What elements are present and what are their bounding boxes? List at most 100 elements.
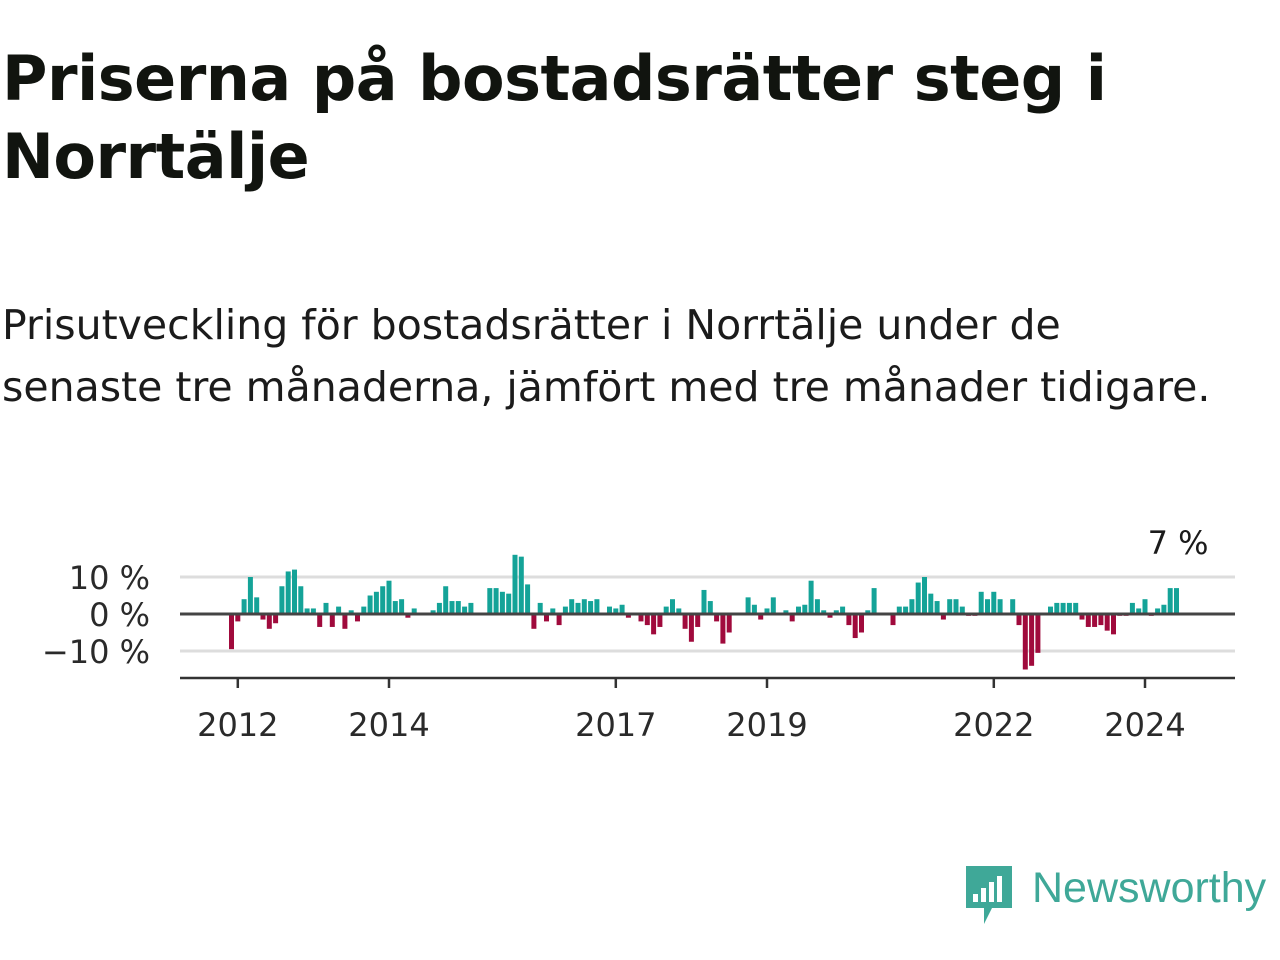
y-tick-label: −10 %	[42, 633, 150, 671]
bar	[928, 593, 934, 614]
bar	[657, 614, 663, 627]
bar	[260, 614, 266, 620]
bar	[745, 597, 751, 614]
bar	[367, 595, 373, 614]
bar	[1104, 614, 1110, 631]
bar	[468, 602, 474, 614]
bar	[1129, 602, 1135, 614]
bar	[808, 580, 814, 614]
bar	[323, 602, 329, 614]
bar	[1079, 614, 1085, 620]
bar	[613, 608, 619, 614]
bar	[1161, 604, 1167, 614]
bar	[235, 614, 241, 622]
bar	[890, 614, 896, 626]
bar	[922, 577, 927, 614]
bar	[1060, 602, 1066, 614]
bar	[814, 599, 820, 614]
bar	[411, 608, 417, 614]
x-tick-label: 2019	[726, 706, 807, 744]
bar	[594, 599, 600, 614]
bar-chart: 10 %0 %−10 % 2012 2014 2017 2019 2022 2024 7 %	[42, 524, 1235, 744]
bar	[348, 610, 354, 614]
bar	[449, 601, 455, 614]
bar	[1085, 614, 1091, 627]
bar	[229, 614, 234, 650]
bar	[531, 614, 537, 629]
bar	[846, 614, 852, 626]
bar	[985, 599, 990, 614]
bar	[241, 599, 247, 614]
bar	[726, 614, 732, 633]
newsworthy-logo-icon	[966, 866, 1012, 924]
bar	[1029, 614, 1035, 666]
bar	[852, 614, 858, 639]
bar	[436, 602, 442, 614]
bar	[1035, 614, 1041, 653]
bar	[254, 597, 260, 614]
bar	[991, 591, 997, 614]
brand-name: Newsworthy	[1032, 864, 1267, 912]
bar	[310, 608, 316, 614]
bar	[550, 608, 556, 614]
bar	[247, 577, 253, 614]
bar	[392, 601, 398, 614]
bar	[556, 614, 562, 626]
bar	[266, 614, 272, 629]
tick-labels: 10 %0 %−10 % 2012 2014 2017 2019 2022 2024 7 %	[42, 524, 1209, 744]
bar	[430, 610, 436, 614]
bar	[487, 588, 493, 614]
bar	[1022, 614, 1028, 670]
bar	[518, 556, 524, 614]
bar-series	[229, 554, 1179, 670]
bar	[544, 614, 549, 622]
chart-subtitle: Prisutveckling för bostadsrätter i Norrt…	[2, 301, 1211, 411]
bar	[821, 610, 827, 614]
bar	[575, 602, 581, 614]
bar	[1136, 608, 1142, 614]
bar	[336, 606, 342, 614]
bar	[361, 606, 367, 614]
bar	[865, 610, 871, 614]
bar	[1073, 602, 1079, 614]
bar	[455, 601, 461, 614]
bar	[304, 608, 310, 614]
bar	[373, 591, 379, 614]
bar	[292, 569, 297, 614]
bar	[1010, 599, 1016, 614]
bar	[399, 599, 405, 614]
bar	[714, 614, 720, 622]
y-tick-label: 10 %	[69, 559, 150, 597]
axes	[180, 612, 1235, 688]
bar	[840, 606, 846, 614]
bar	[896, 606, 902, 614]
bar	[462, 606, 468, 614]
bar	[279, 586, 285, 614]
bar	[285, 571, 291, 614]
bar	[1066, 602, 1072, 614]
bar	[512, 554, 518, 614]
bar	[625, 614, 631, 618]
bar	[506, 593, 512, 614]
bar	[934, 601, 940, 614]
bar	[663, 606, 669, 614]
bar	[770, 597, 776, 614]
bar	[581, 599, 587, 614]
bar	[997, 599, 1003, 614]
bar	[317, 614, 323, 627]
bar	[499, 591, 505, 614]
bar	[789, 614, 795, 622]
bar	[273, 614, 279, 624]
grid-lines	[180, 575, 1235, 653]
bar	[1092, 614, 1098, 627]
bar	[695, 614, 701, 627]
bar	[959, 606, 965, 614]
bar	[1174, 588, 1179, 614]
bar	[329, 614, 335, 627]
bar	[764, 608, 770, 614]
bar	[607, 606, 612, 614]
y-tick-label: 0 %	[89, 596, 150, 634]
bar	[947, 599, 953, 614]
bar	[405, 614, 411, 618]
bar	[796, 606, 801, 614]
